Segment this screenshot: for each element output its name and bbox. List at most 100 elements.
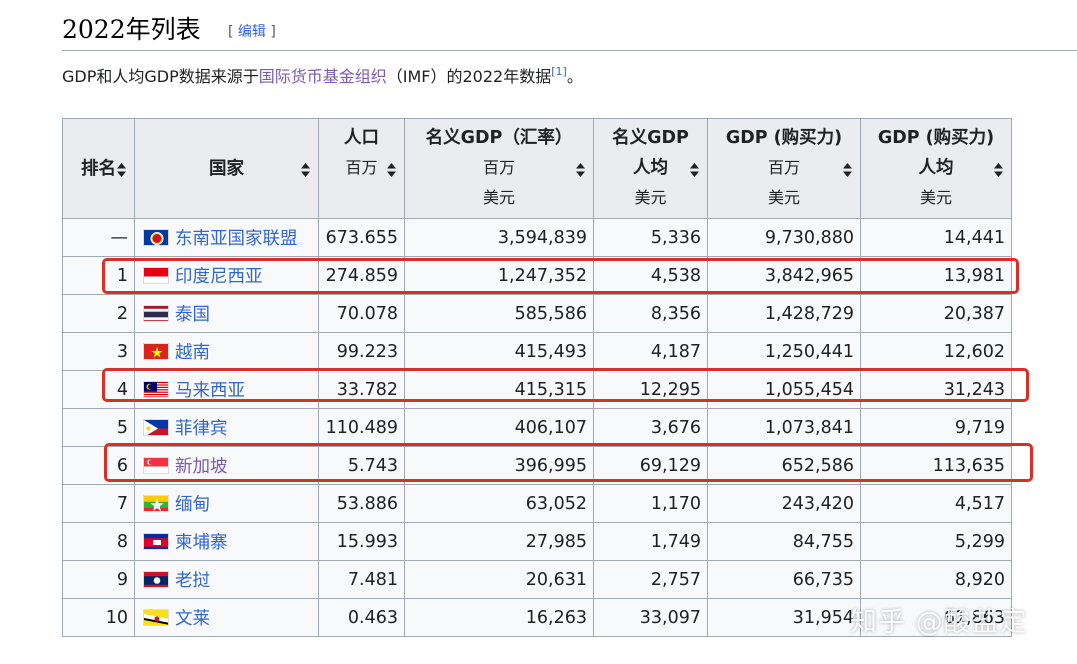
country-cell: 马来西亚 bbox=[134, 370, 319, 409]
country-cell: 新加坡 bbox=[134, 446, 319, 485]
rank-cell: — bbox=[62, 218, 135, 257]
pop-cell: 53.886 bbox=[318, 484, 405, 523]
column-header-1[interactable]: 国家 bbox=[134, 118, 319, 219]
ppp_pc-cell: 12,602 bbox=[860, 332, 1012, 371]
country-cell: 柬埔寨 bbox=[134, 522, 319, 561]
section-title: 2022年列表 bbox=[62, 15, 201, 44]
rank-cell: 1 bbox=[62, 256, 135, 295]
country-link[interactable]: 新加坡 bbox=[175, 457, 228, 477]
flag-philippines-icon bbox=[143, 419, 169, 436]
gdp_pc-cell: 69,129 bbox=[593, 446, 708, 485]
column-header-5[interactable]: GDP (购买力) 百万 美元 bbox=[707, 118, 861, 219]
ppp-cell: 9,730,880 bbox=[707, 218, 861, 257]
country-link[interactable]: 文莱 bbox=[175, 609, 210, 629]
sort-arrows-icon[interactable] bbox=[117, 159, 126, 189]
ppp-cell: 66,735 bbox=[707, 560, 861, 599]
gdp-cell: 20,631 bbox=[404, 560, 594, 599]
gdp-cell: 585,586 bbox=[404, 294, 594, 333]
ppp_pc-cell: 20,387 bbox=[860, 294, 1012, 333]
ppp-cell: 1,428,729 bbox=[707, 294, 861, 333]
header-title: 名义GDP（汇率） bbox=[425, 128, 573, 148]
ppp_pc-cell: 4,517 bbox=[860, 484, 1012, 523]
gdp_pc-cell: 12,295 bbox=[593, 370, 708, 409]
ppp-cell: 3,842,965 bbox=[707, 256, 861, 295]
zhihu-watermark: 知乎 @酸盐定 bbox=[850, 607, 1028, 638]
rank-cell: 5 bbox=[62, 408, 135, 447]
ppp_pc-cell: 13,981 bbox=[860, 256, 1012, 295]
rank-cell: 8 bbox=[62, 522, 135, 561]
pop-cell: 99.223 bbox=[318, 332, 405, 371]
flag-singapore-icon bbox=[143, 457, 169, 474]
header-title: 国家 bbox=[209, 158, 244, 179]
reference-link[interactable]: [1] bbox=[551, 65, 567, 78]
column-header-0[interactable]: 排名 bbox=[62, 118, 135, 219]
country-cell: 菲律宾 bbox=[134, 408, 319, 447]
column-header-4[interactable]: 名义GDP 人均 美元 bbox=[593, 118, 708, 219]
table-header-row: 排名 国家 人口 百万 名义GDP（汇率） 百万 美元 名义GDP 人均 美元 GDP (购买力) 百… bbox=[62, 118, 1012, 219]
flag-laos-icon bbox=[143, 571, 169, 588]
header-title: 名义GDP bbox=[612, 128, 689, 148]
pop-cell: 70.078 bbox=[318, 294, 405, 333]
country-link[interactable]: 越南 bbox=[175, 343, 210, 363]
ppp-cell: 31,954 bbox=[707, 598, 861, 637]
pop-cell: 5.743 bbox=[318, 446, 405, 485]
sort-arrows-icon[interactable] bbox=[843, 159, 852, 189]
country-link[interactable]: 菲律宾 bbox=[175, 419, 228, 439]
gdp-cell: 415,315 bbox=[404, 370, 594, 409]
gdp_pc-cell: 1,749 bbox=[593, 522, 708, 561]
sort-arrows-icon[interactable] bbox=[387, 159, 396, 189]
sort-arrows-icon[interactable] bbox=[576, 159, 585, 189]
rank-cell: 7 bbox=[62, 484, 135, 523]
header-unit: 美元 bbox=[482, 188, 515, 207]
flag-thailand-icon bbox=[143, 305, 169, 322]
country-link[interactable]: 泰国 bbox=[175, 305, 210, 325]
table-row: 2 泰国 70.078 585,586 8,356 1,428,729 20,387 bbox=[62, 294, 1012, 333]
country-link[interactable]: 印度尼西亚 bbox=[175, 267, 263, 287]
table-row: 9 老挝 7.481 20,631 2,757 66,735 8,920 bbox=[62, 560, 1012, 599]
intro-paragraph: GDP和人均GDP数据来源于国际货币基金组织（IMF）的2022年数据[1]。 bbox=[62, 63, 583, 87]
edit-bracket-open: [ bbox=[228, 24, 238, 40]
gdp-cell: 415,493 bbox=[404, 332, 594, 371]
table-row: — 东南亚国家联盟 673.655 3,594,839 5,336 9,730,880 14… bbox=[62, 218, 1012, 257]
country-link[interactable]: 缅甸 bbox=[175, 495, 210, 515]
ppp_pc-cell: 61,863 bbox=[860, 598, 1012, 637]
pop-cell: 0.463 bbox=[318, 598, 405, 637]
gdp_pc-cell: 1,170 bbox=[593, 484, 708, 523]
ppp_pc-cell: 5,299 bbox=[860, 522, 1012, 561]
imf-link[interactable]: 国际货币基金组织 bbox=[258, 67, 387, 86]
sort-arrows-icon[interactable] bbox=[690, 159, 699, 189]
column-header-3[interactable]: 名义GDP（汇率） 百万 美元 bbox=[404, 118, 594, 219]
header-title: 排名 bbox=[81, 158, 116, 179]
table-row: 6 新加坡 5.743 396,995 69,129 652,586 113,635 bbox=[62, 446, 1012, 485]
gdp-cell: 1,247,352 bbox=[404, 256, 594, 295]
ppp-cell: 1,250,441 bbox=[707, 332, 861, 371]
header-unit: 美元 bbox=[919, 188, 952, 207]
sort-arrows-icon[interactable] bbox=[301, 159, 310, 189]
header-subtitle: 百万 bbox=[345, 158, 378, 177]
flag-brunei-icon bbox=[143, 609, 169, 626]
intro-text-after: （IMF）的2022年数据 bbox=[386, 67, 552, 86]
header-title: GDP (购买力) bbox=[877, 128, 995, 148]
column-header-6[interactable]: GDP (购买力) 人均 美元 bbox=[860, 118, 1012, 219]
rank-cell: 2 bbox=[62, 294, 135, 333]
country-link[interactable]: 马来西亚 bbox=[175, 381, 245, 401]
flag-vietnam-icon bbox=[143, 343, 169, 360]
country-cell: 老挝 bbox=[134, 560, 319, 599]
country-link[interactable]: 柬埔寨 bbox=[175, 533, 228, 553]
country-link[interactable]: 老挝 bbox=[175, 571, 210, 591]
flag-asean-icon bbox=[143, 229, 169, 246]
sort-arrows-icon[interactable] bbox=[994, 159, 1003, 189]
flag-indonesia-icon bbox=[143, 267, 169, 284]
ppp-cell: 1,073,841 bbox=[707, 408, 861, 447]
edit-link[interactable]: 编辑 bbox=[237, 24, 266, 40]
column-header-2[interactable]: 人口 百万 bbox=[318, 118, 405, 219]
country-cell: 东南亚国家联盟 bbox=[134, 218, 319, 257]
pop-cell: 7.481 bbox=[318, 560, 405, 599]
pop-cell: 274.859 bbox=[318, 256, 405, 295]
gdp_pc-cell: 33,097 bbox=[593, 598, 708, 637]
country-cell: 文莱 bbox=[134, 598, 319, 637]
table-body: — 东南亚国家联盟 673.655 3,594,839 5,336 9,730,880 14… bbox=[62, 218, 1012, 637]
country-cell: 印度尼西亚 bbox=[134, 256, 319, 295]
rank-cell: 9 bbox=[62, 560, 135, 599]
country-link[interactable]: 东南亚国家联盟 bbox=[175, 229, 298, 249]
